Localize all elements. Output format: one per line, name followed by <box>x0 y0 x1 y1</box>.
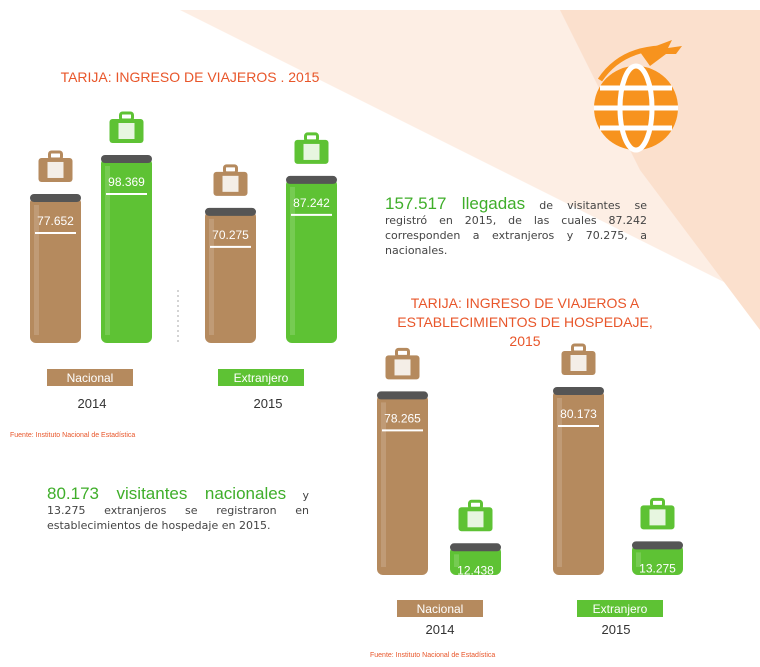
value-label: 80.173 <box>560 407 597 421</box>
suitcase-icon <box>223 176 239 192</box>
chart-title: TARIJA: INGRESO DE VIAJEROS A ESTABLECIM… <box>390 294 660 351</box>
note: 157.517 llegadas de visitantes se regist… <box>385 196 647 258</box>
suitcase-icon <box>571 355 587 371</box>
note: 80.173 visitantes nacionales y 13.275 ex… <box>47 486 309 533</box>
category-label: 2014 <box>426 622 455 637</box>
source: Fuente: Instituto Nacional de Estadístic… <box>10 432 135 439</box>
value-label: 77.652 <box>37 214 74 228</box>
bar-cap <box>377 391 428 399</box>
value-label: 12.438 <box>457 563 494 577</box>
source: Fuente: Instituto Nacional de Estadístic… <box>370 652 495 659</box>
value-label: 78.265 <box>384 411 421 425</box>
value-label: 70.275 <box>212 228 249 242</box>
legend-label: Extranjero <box>593 602 648 616</box>
bar-cap <box>450 543 501 551</box>
category-label: 2014 <box>78 396 107 411</box>
legend-label: Nacional <box>417 602 464 616</box>
bar-shine <box>557 398 562 567</box>
bar-cap <box>205 208 256 216</box>
bar-cap <box>632 541 683 549</box>
bar-cap <box>553 387 604 395</box>
bar-cap <box>30 194 81 202</box>
bar-shine <box>105 166 110 335</box>
legend-label: Extranjero <box>234 371 289 385</box>
suitcase-icon <box>121 113 133 120</box>
suitcase-icon <box>650 509 666 525</box>
suitcase-icon <box>468 511 484 527</box>
suitcase-icon <box>119 123 135 139</box>
bar-cap <box>286 176 337 184</box>
note-highlight: 80.173 visitantes nacionales <box>47 484 286 503</box>
note-highlight: 157.517 llegadas <box>385 194 525 213</box>
value-label: 87.242 <box>293 196 330 210</box>
suitcase-icon <box>50 152 62 159</box>
suitcase-icon <box>652 499 664 506</box>
bar-cap <box>101 155 152 163</box>
value-label: 13.275 <box>639 561 676 575</box>
infographic: TARIJA: INGRESO DE VIAJEROS . 2015 77.65… <box>0 0 760 667</box>
suitcase-icon <box>470 501 482 508</box>
suitcase-icon <box>304 144 320 160</box>
chart-title: TARIJA: INGRESO DE VIAJEROS . 2015 <box>61 69 320 85</box>
legend-label: Nacional <box>67 371 114 385</box>
suitcase-icon <box>306 134 318 141</box>
category-label: 2015 <box>254 396 283 411</box>
suitcase-icon <box>225 166 237 173</box>
bar-shine <box>381 402 386 567</box>
suitcase-icon <box>395 359 411 375</box>
suitcase-icon <box>48 162 64 178</box>
value-label: 98.369 <box>108 175 145 189</box>
category-label: 2015 <box>602 622 631 637</box>
